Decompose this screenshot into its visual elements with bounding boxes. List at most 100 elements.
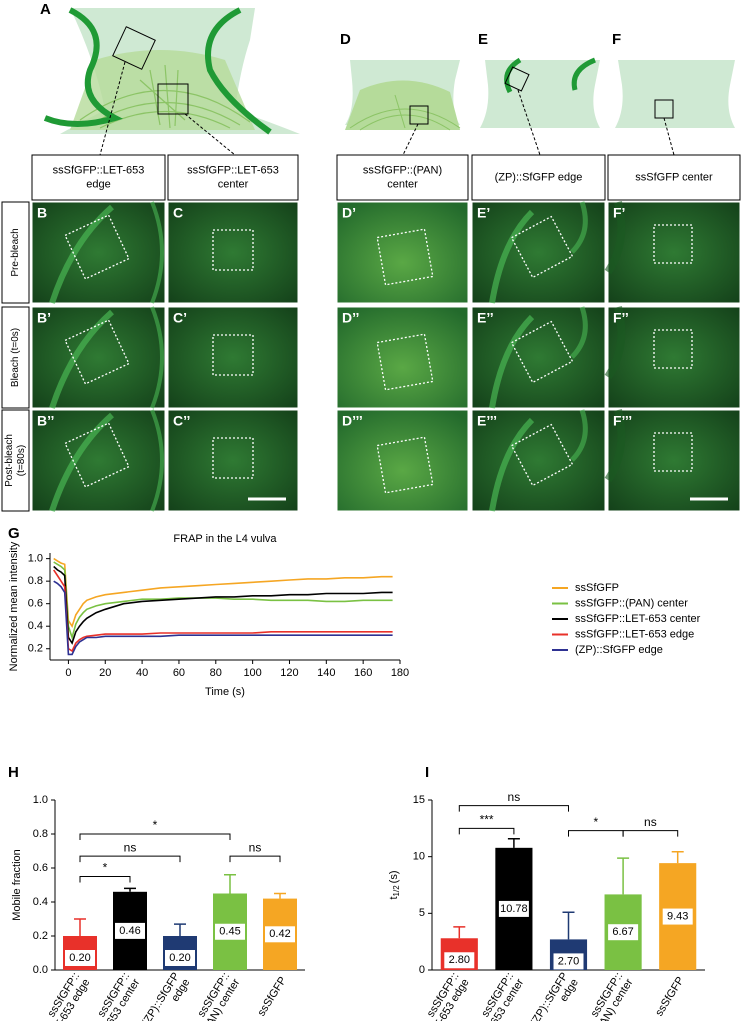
y-tick-label: 0.6 <box>28 598 43 610</box>
image-label: F’ <box>613 205 625 221</box>
roi-box <box>212 229 254 271</box>
value-label: 10.78 <box>500 903 528 915</box>
roi-box <box>653 432 693 472</box>
image-label: F’’’ <box>613 413 632 429</box>
image-label: B <box>37 205 47 221</box>
micrograph <box>607 201 741 304</box>
value-label-box <box>215 923 245 940</box>
cuticle-edge <box>150 409 164 512</box>
y-tick-label: 0.2 <box>28 643 43 655</box>
error-bar <box>507 838 520 848</box>
y-tick-label: 0.4 <box>33 896 48 908</box>
cuticle-edge <box>570 201 588 254</box>
error-bar <box>74 918 86 936</box>
roi-box <box>376 333 434 391</box>
row-label: Bleach (t=0s) <box>10 328 21 387</box>
series-line <box>53 580 393 656</box>
micrograph <box>607 306 741 409</box>
error-bar <box>617 857 630 895</box>
legend-label: ssSfGFP::LET-653 edge <box>575 628 694 640</box>
y-axis-label: Mobile fraction <box>11 849 23 921</box>
series-line <box>53 569 393 653</box>
x-tick-label: 80 <box>210 667 222 679</box>
legend-label: ssSfGFP <box>575 582 619 594</box>
cuticle-edge <box>49 204 114 304</box>
x-tick-label-line: ssSfGFP <box>653 975 687 1019</box>
schematic-a <box>43 7 300 156</box>
label-box <box>31 154 166 201</box>
cuticle-edge <box>49 309 114 409</box>
row-label-text: Post-bleach <box>4 434 15 487</box>
error-bar <box>671 851 684 864</box>
label-box <box>336 154 469 201</box>
x-tick-label: ssSfGFP::LET-653 center <box>92 971 142 1021</box>
schematic-e <box>480 57 600 156</box>
value-label: 6.67 <box>612 926 633 938</box>
image-label: D’’’ <box>342 413 363 429</box>
value-label-box <box>662 908 693 925</box>
micrograph <box>336 306 469 409</box>
error-bar <box>224 874 236 894</box>
significance-bracket <box>79 876 131 883</box>
significance-label: ns <box>124 840 137 854</box>
image-label: C’ <box>173 310 187 326</box>
y-tick-label: 0.6 <box>33 862 48 874</box>
error-bar <box>453 926 466 939</box>
micrograph <box>336 409 469 512</box>
box-label: center <box>218 178 249 190</box>
value-label-box <box>265 926 295 943</box>
value-label: 2.80 <box>449 954 470 966</box>
micrograph <box>167 306 299 409</box>
error-bar <box>274 892 286 899</box>
value-label-box <box>115 922 145 939</box>
significance-label: * <box>103 861 108 875</box>
cuticle-edge <box>570 409 588 462</box>
significance-label: * <box>593 815 598 829</box>
value-label: 0.46 <box>119 925 140 937</box>
image-label: F’’ <box>613 310 629 326</box>
y-axis-label: t1/2 (s) <box>388 870 401 899</box>
value-label-box <box>608 924 639 941</box>
row-label: Pre-bleach <box>10 228 21 276</box>
error-bar <box>174 923 186 936</box>
significance-label: ns <box>249 840 262 854</box>
box-label: edge <box>86 178 110 190</box>
roi-box <box>653 224 693 264</box>
box-label: ssSfGFP center <box>635 171 713 183</box>
significance-label: ns <box>508 790 521 804</box>
micrograph <box>167 409 299 512</box>
y-tick-label: 0.4 <box>28 620 43 632</box>
value-label: 9.43 <box>667 910 688 922</box>
x-tick-label: 140 <box>317 667 335 679</box>
y-axis-label-unit: (s) <box>388 870 400 883</box>
roi-box <box>376 228 434 286</box>
cuticle-edge <box>489 209 535 304</box>
x-tick-label: ssSfGFP::(PAN) center <box>195 971 242 1021</box>
roi-box <box>510 423 574 487</box>
image-label: B’ <box>37 310 51 326</box>
value-label: 0.45 <box>219 926 240 938</box>
x-tick-label: 40 <box>136 667 148 679</box>
value-label: 2.70 <box>558 955 579 967</box>
panel-letter: I <box>425 764 429 781</box>
x-tick-label: 0 <box>65 667 71 679</box>
significance-bracket <box>458 805 569 812</box>
cuticle-edge <box>489 314 535 409</box>
value-label-box <box>553 953 584 970</box>
box-label: ssSfGFP::LET-653 <box>53 164 145 176</box>
x-tick-label: 180 <box>391 667 409 679</box>
label-box <box>471 154 606 201</box>
cuticle-edge <box>150 201 164 304</box>
cuticle-edge <box>489 417 535 512</box>
significance-label: *** <box>480 813 494 827</box>
roi-box <box>212 437 254 479</box>
series-line <box>53 557 393 629</box>
panel-letter: A <box>40 1 51 18</box>
series-line <box>53 561 393 641</box>
label-box <box>607 154 741 201</box>
significance-bracket <box>79 833 231 840</box>
error-bar <box>562 911 575 940</box>
